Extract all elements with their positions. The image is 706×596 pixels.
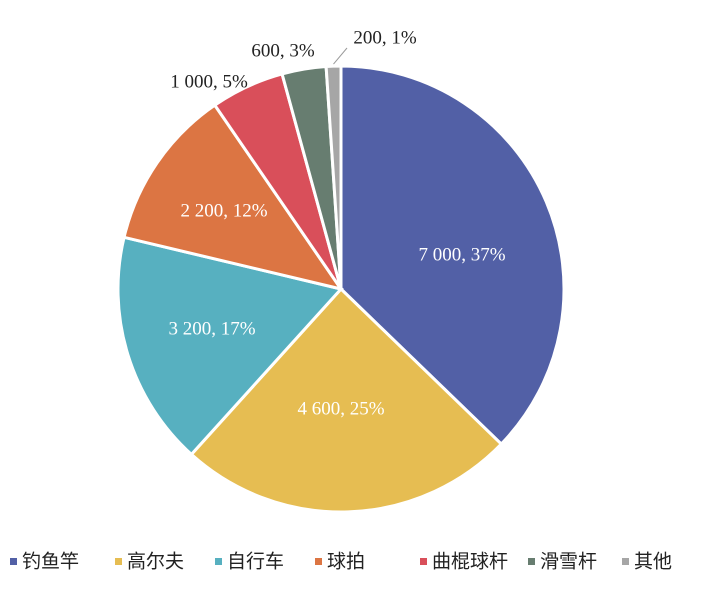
pie-slice-其他 (324, 64, 343, 290)
legend-label-自行车: 自行车 (227, 551, 284, 573)
data-labels: 7 000, 37% 4 600, 25% 3 200, 17% 2 200, 12%… (168, 27, 505, 419)
legend-label-滑雪杆: 滑雪杆 (540, 551, 597, 573)
data-label-钓鱼竿: 7 000, 37% (418, 244, 505, 265)
pie-slice-自行车 (116, 235, 344, 457)
legend-swatch-自行车 (215, 558, 222, 565)
legend-swatch-高尔夫 (115, 558, 122, 565)
pie-slices (116, 64, 566, 514)
data-label-自行车: 3 200, 17% (168, 318, 255, 339)
legend-item-高尔夫: 高尔夫 (115, 551, 184, 573)
legend: 钓鱼竿 高尔夫 自行车 球拍 曲棍球杆 滑雪杆 其他 (10, 551, 672, 573)
legend-swatch-其他 (622, 558, 629, 565)
legend-item-球拍: 球拍 (315, 551, 365, 573)
data-label-曲棍球杆: 1 000, 5% (170, 71, 248, 92)
legend-label-高尔夫: 高尔夫 (127, 551, 184, 573)
legend-label-钓鱼竿: 钓鱼竿 (22, 551, 79, 573)
leader-lines (333, 47, 348, 65)
data-label-球拍: 2 200, 12% (180, 200, 267, 221)
data-label-高尔夫: 4 600, 25% (297, 398, 384, 419)
legend-label-其他: 其他 (634, 551, 672, 573)
legend-item-钓鱼竿: 钓鱼竿 (10, 551, 79, 573)
pie-slice-钓鱼竿 (339, 64, 566, 447)
legend-item-自行车: 自行车 (215, 551, 284, 573)
legend-item-其他: 其他 (622, 551, 672, 573)
pie-slice-球拍 (122, 103, 345, 292)
legend-swatch-滑雪杆 (528, 558, 535, 565)
legend-label-球拍: 球拍 (327, 551, 365, 573)
legend-item-曲棍球杆: 曲棍球杆 (420, 551, 508, 573)
leader-line-其他 (333, 47, 348, 65)
legend-item-滑雪杆: 滑雪杆 (528, 551, 597, 573)
pie-slice-高尔夫 (189, 286, 504, 514)
data-label-滑雪杆: 600, 3% (251, 40, 315, 61)
legend-label-曲棍球杆: 曲棍球杆 (432, 551, 508, 573)
legend-swatch-钓鱼竿 (10, 558, 17, 565)
legend-swatch-曲棍球杆 (420, 558, 427, 565)
data-label-其他: 200, 1% (353, 27, 417, 48)
legend-swatch-球拍 (315, 558, 322, 565)
